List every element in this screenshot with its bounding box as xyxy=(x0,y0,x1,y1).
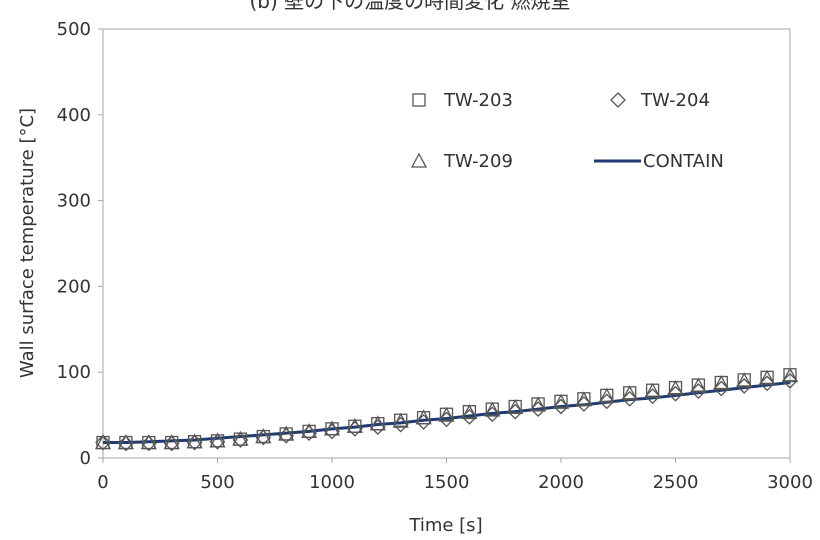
chart-title: (b) 壁の下の温度の時間変化 燃焼室 xyxy=(249,0,570,13)
data-point-tw-204 xyxy=(163,435,180,452)
data-point-tw-204 xyxy=(324,423,340,440)
x-tick-label: 500 xyxy=(200,472,234,493)
data-point-tw-209 xyxy=(346,417,363,433)
data-point-tw-203 xyxy=(600,388,614,403)
data-point-tw-209 xyxy=(369,415,386,431)
data-point-tw-209 xyxy=(644,382,661,398)
legend-swatch-tw-209 xyxy=(410,152,428,168)
data-point-tw-203 xyxy=(737,373,751,387)
data-point-tw-209 xyxy=(759,369,776,385)
x-tick-label: 1500 xyxy=(424,472,470,493)
data-point-tw-209 xyxy=(621,385,638,401)
y-tick-label: 200 xyxy=(57,276,91,297)
data-point-tw-204 xyxy=(232,432,249,448)
series-line-contain xyxy=(103,381,791,445)
data-point-tw-209 xyxy=(667,380,684,396)
data-point-tw-204 xyxy=(255,429,272,446)
y-tick-label: 100 xyxy=(57,362,91,383)
x-tick-label: 0 xyxy=(97,472,108,493)
y-tick-label: 400 xyxy=(57,105,91,126)
data-point-tw-209 xyxy=(140,434,157,450)
data-point-tw-209 xyxy=(163,434,180,450)
x-axis-title: Time [s] xyxy=(408,515,482,536)
data-point-tw-204 xyxy=(117,435,134,452)
data-point-tw-204 xyxy=(301,425,318,442)
data-point-tw-209 xyxy=(530,396,547,412)
data-point-tw-209 xyxy=(484,401,501,417)
data-point-tw-209 xyxy=(713,374,730,391)
legend-label-contain: CONTAIN xyxy=(643,151,724,172)
data-point-tw-209 xyxy=(575,391,592,407)
data-point-tw-209 xyxy=(392,412,409,428)
data-point-tw-209 xyxy=(507,399,524,415)
data-point-tw-203 xyxy=(691,378,706,392)
data-point-tw-209 xyxy=(255,428,272,444)
x-tick-label: 3000 xyxy=(767,472,813,493)
data-point-tw-209 xyxy=(552,393,570,409)
legend-label-tw-203: TW-203 xyxy=(443,90,513,111)
y-tick-label: 0 xyxy=(80,448,91,469)
data-point-tw-203 xyxy=(645,383,660,397)
legend-swatch-tw-203 xyxy=(412,93,426,107)
data-point-tw-209 xyxy=(781,367,799,383)
data-point-tw-209 xyxy=(438,406,455,422)
data-point-tw-209 xyxy=(736,372,753,388)
data-point-tw-204 xyxy=(186,434,203,451)
y-axis-title: Wall surface temperature [°C] xyxy=(17,108,38,378)
data-point-tw-204 xyxy=(140,435,157,452)
data-point-tw-203 xyxy=(668,380,683,395)
legend-label-tw-209: TW-209 xyxy=(443,151,513,172)
legend: TW-203 TW-204 TW-209 CONTAIN xyxy=(410,90,724,172)
y-tick-label: 300 xyxy=(57,191,91,212)
y-axis-ticks: 0 100 200 300 400 500 xyxy=(57,19,103,469)
data-point-tw-204 xyxy=(95,434,111,451)
x-tick-label: 1000 xyxy=(309,472,355,493)
data-point-tw-203 xyxy=(623,386,637,400)
data-point-tw-209 xyxy=(461,404,478,420)
marker-layer xyxy=(94,367,799,452)
data-point-tw-209 xyxy=(232,430,249,446)
data-point-tw-209 xyxy=(415,409,432,425)
data-point-tw-209 xyxy=(209,432,226,448)
data-point-tw-209 xyxy=(301,423,318,439)
data-point-tw-209 xyxy=(186,433,203,449)
x-axis-ticks: 0 500 1000 1500 2000 2500 3000 xyxy=(97,458,813,493)
legend-label-tw-204: TW-204 xyxy=(640,90,710,111)
data-point-tw-209 xyxy=(323,420,341,436)
legend-swatch-tw-204 xyxy=(610,92,626,108)
data-point-tw-204 xyxy=(209,433,226,450)
data-point-tw-209 xyxy=(278,425,295,441)
line-layer xyxy=(103,381,791,445)
data-point-tw-209 xyxy=(690,377,707,393)
x-tick-label: 2500 xyxy=(653,472,699,493)
data-point-tw-204 xyxy=(346,420,363,437)
data-point-tw-203 xyxy=(760,370,774,384)
y-tick-label: 500 xyxy=(57,19,91,40)
data-point-tw-209 xyxy=(117,434,134,450)
data-point-tw-203 xyxy=(714,375,728,390)
data-point-tw-204 xyxy=(278,427,295,444)
data-point-tw-209 xyxy=(94,434,112,450)
data-point-tw-209 xyxy=(598,387,615,403)
x-tick-label: 2000 xyxy=(538,472,584,493)
